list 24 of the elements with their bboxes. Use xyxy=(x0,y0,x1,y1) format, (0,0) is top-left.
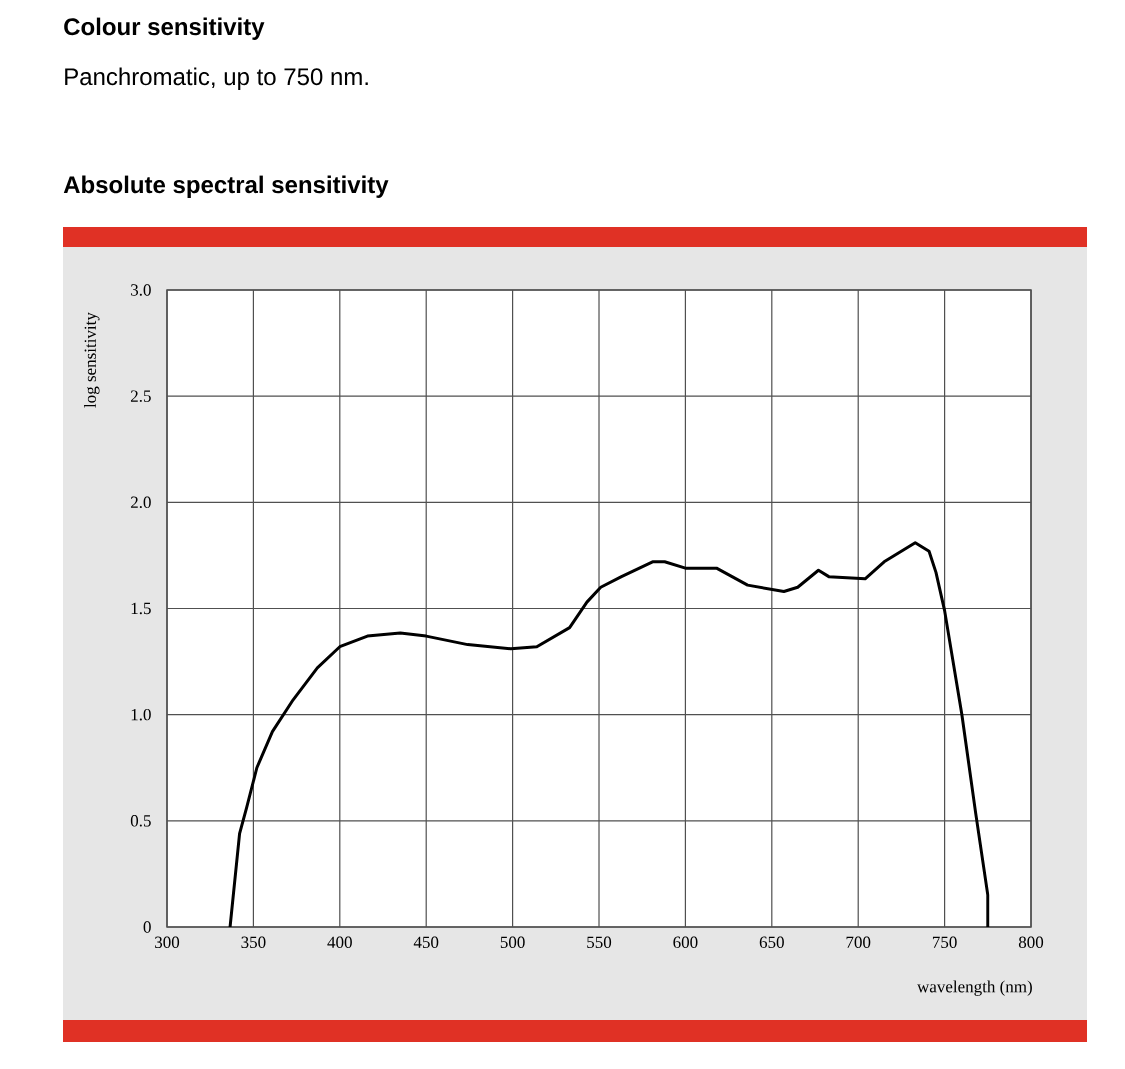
x-tick-label: 550 xyxy=(587,936,612,949)
y-tick-label: 1.5 xyxy=(131,602,151,615)
text: Colour sensitivity xyxy=(64,17,265,40)
x-tick-label: 300 xyxy=(155,936,180,949)
x-axis-title: wavelength (nm) xyxy=(917,980,1032,996)
line-series xyxy=(228,541,990,927)
x-tick-label: 400 xyxy=(327,936,352,949)
y-tick-label: 2.0 xyxy=(130,496,151,509)
y-tick-label: 0 xyxy=(143,921,151,933)
text: Panchromatic, up to 750 nm. xyxy=(65,67,368,90)
x-tick-label: 700 xyxy=(846,936,871,949)
y-tick-label: 0.5 xyxy=(130,815,151,827)
x-tick-label: 750 xyxy=(932,936,957,949)
y-tick-label: 1.0 xyxy=(131,708,151,721)
x-tick-label: 650 xyxy=(759,936,784,949)
y-tick-label: 2.5 xyxy=(130,390,151,402)
x-tick-label: 600 xyxy=(673,936,698,949)
x-tick-label: 500 xyxy=(500,936,525,949)
x-tick-label: 800 xyxy=(1018,936,1044,949)
y-tick-label: 3.0 xyxy=(131,284,151,296)
x-tick-label: 450 xyxy=(413,936,439,949)
x-tick-label: 350 xyxy=(241,936,266,949)
y-axis-title: log sensitivity xyxy=(84,312,100,408)
chart-title: Absolute spectral sensitivity xyxy=(63,175,389,198)
